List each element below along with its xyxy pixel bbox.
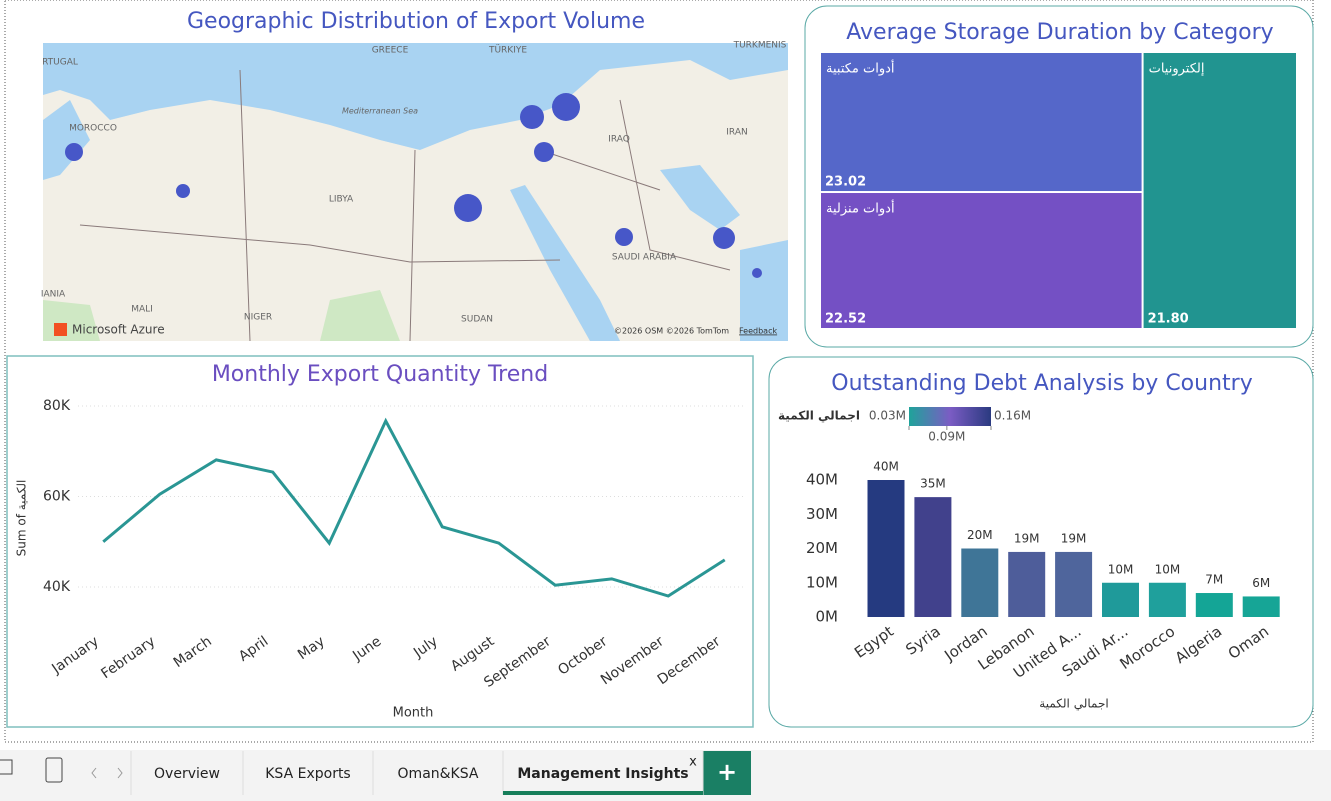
y-tick-label: 30M bbox=[806, 505, 838, 523]
x-tick-label: Syria bbox=[902, 622, 943, 659]
x-tick-label: Algeria bbox=[1172, 622, 1226, 667]
data-label: 6M bbox=[1252, 576, 1270, 590]
x-tick-label: Oman bbox=[1225, 622, 1272, 663]
tab-nav[interactable] bbox=[91, 767, 123, 779]
map-feedback[interactable]: Feedback bbox=[739, 327, 777, 336]
y-tick-label: 0M bbox=[816, 608, 839, 626]
line bbox=[102, 417, 726, 598]
close-tab[interactable]: x bbox=[689, 755, 697, 770]
data-label: 35M bbox=[920, 477, 946, 491]
tile-label: إلكترونيات bbox=[1149, 62, 1205, 77]
canvas-border bbox=[4, 0, 1314, 743]
data-label: 40M bbox=[873, 460, 899, 474]
x-tick-label: June bbox=[349, 633, 384, 664]
colorbar bbox=[909, 407, 991, 426]
map-label: Mediterranean Sea bbox=[342, 107, 418, 116]
bar bbox=[914, 497, 952, 617]
tab-underline bbox=[503, 791, 703, 795]
map-title: Geographic Distribution of Export Volume bbox=[187, 9, 645, 34]
x-axis-label: اجمالي الكمية bbox=[1039, 697, 1108, 711]
treemap-tile bbox=[821, 193, 1142, 328]
bar bbox=[1055, 551, 1093, 617]
x-tick-label: May bbox=[295, 633, 328, 663]
map-label: MALI bbox=[131, 305, 153, 315]
bar bbox=[1195, 593, 1233, 617]
map bbox=[43, 43, 788, 342]
map-label: LIBYA bbox=[329, 195, 354, 205]
x-tick-label: August bbox=[448, 633, 498, 675]
add-tab-label[interactable]: + bbox=[717, 758, 737, 786]
bar bbox=[1242, 596, 1280, 617]
line-card bbox=[6, 355, 754, 728]
data-label: 19M bbox=[1014, 531, 1040, 545]
tile-value: 21.80 bbox=[1148, 312, 1189, 327]
x-tick-label: March bbox=[171, 633, 215, 671]
treemap-card bbox=[804, 5, 1314, 348]
x-tick-label: April bbox=[236, 633, 271, 664]
map-label: IANIA bbox=[41, 290, 66, 300]
data-label: 10M bbox=[1155, 562, 1181, 576]
map-label: NIGER bbox=[244, 313, 272, 323]
map-attribution: ©2026 OSM ©2026 TomTom bbox=[614, 327, 729, 336]
x-tick-label: November bbox=[598, 633, 667, 688]
tab[interactable]: Oman&KSA bbox=[398, 766, 479, 782]
x-tick-label: July bbox=[410, 633, 441, 661]
tab[interactable]: Overview bbox=[154, 766, 220, 782]
legend-title: اجمالي الكمية bbox=[778, 409, 860, 423]
bar bbox=[1102, 582, 1139, 617]
y-tick-label: 10M bbox=[806, 573, 838, 591]
bar bbox=[1148, 582, 1186, 617]
map-label: SUDAN bbox=[461, 315, 493, 325]
x-axis-label: Month bbox=[393, 706, 434, 721]
map-label: TURKMENIS bbox=[733, 41, 787, 51]
y-tick-label: 80K bbox=[43, 398, 71, 414]
tab[interactable]: Management Insights bbox=[517, 766, 688, 782]
add-tab[interactable] bbox=[703, 751, 751, 795]
bar-card bbox=[768, 356, 1314, 728]
y-tick-label: 40M bbox=[806, 471, 838, 489]
y-tick-label: 20M bbox=[806, 539, 838, 557]
colorbar-label: 0.09M bbox=[928, 430, 965, 444]
map-label: GREECE bbox=[372, 46, 409, 56]
bar bbox=[1008, 551, 1046, 617]
chart-title: Outstanding Debt Analysis by Country bbox=[831, 371, 1252, 396]
chart-title: Average Storage Duration by Category bbox=[846, 20, 1273, 45]
bar bbox=[961, 548, 999, 617]
map-label: TÜRKIYE bbox=[488, 45, 527, 56]
colorbar-label: 0.03M bbox=[869, 409, 906, 423]
chart-title: Monthly Export Quantity Trend bbox=[212, 362, 548, 387]
treemap-tile bbox=[1143, 53, 1296, 328]
map-label: IRAQ bbox=[608, 135, 630, 145]
map-label: MOROCCO bbox=[69, 124, 117, 134]
map-brand: Microsoft Azure bbox=[72, 323, 165, 337]
data-label: 7M bbox=[1205, 573, 1223, 587]
tile-value: 22.52 bbox=[825, 312, 866, 327]
colorbar-label: 0.16M bbox=[994, 409, 1031, 423]
tile-label: أدوات مكتبية bbox=[826, 60, 895, 77]
map-label: SAUDI ARABIA bbox=[612, 253, 677, 263]
x-tick-label: February bbox=[98, 633, 158, 682]
map-label: IRAN bbox=[726, 128, 747, 138]
y-axis-label: Sum of الكمية bbox=[15, 480, 29, 557]
map-label: RTUGAL bbox=[42, 58, 78, 68]
y-tick-label: 60K bbox=[43, 489, 71, 505]
tile-label: أدوات منزلية bbox=[826, 200, 895, 217]
data-label: 20M bbox=[967, 528, 993, 542]
desktop-icon[interactable] bbox=[0, 759, 13, 775]
x-tick-label: January bbox=[48, 633, 101, 677]
bar bbox=[867, 480, 905, 617]
mobile-icon[interactable] bbox=[45, 757, 63, 783]
tab[interactable]: KSA Exports bbox=[265, 766, 350, 782]
data-label: 10M bbox=[1108, 562, 1134, 576]
x-tick-label: Egypt bbox=[851, 622, 897, 662]
data-label: 19M bbox=[1061, 531, 1087, 545]
treemap-tile bbox=[821, 53, 1142, 192]
y-tick-label: 40K bbox=[43, 579, 71, 595]
tile-value: 23.02 bbox=[825, 175, 866, 190]
x-tick-label: December bbox=[655, 633, 724, 688]
